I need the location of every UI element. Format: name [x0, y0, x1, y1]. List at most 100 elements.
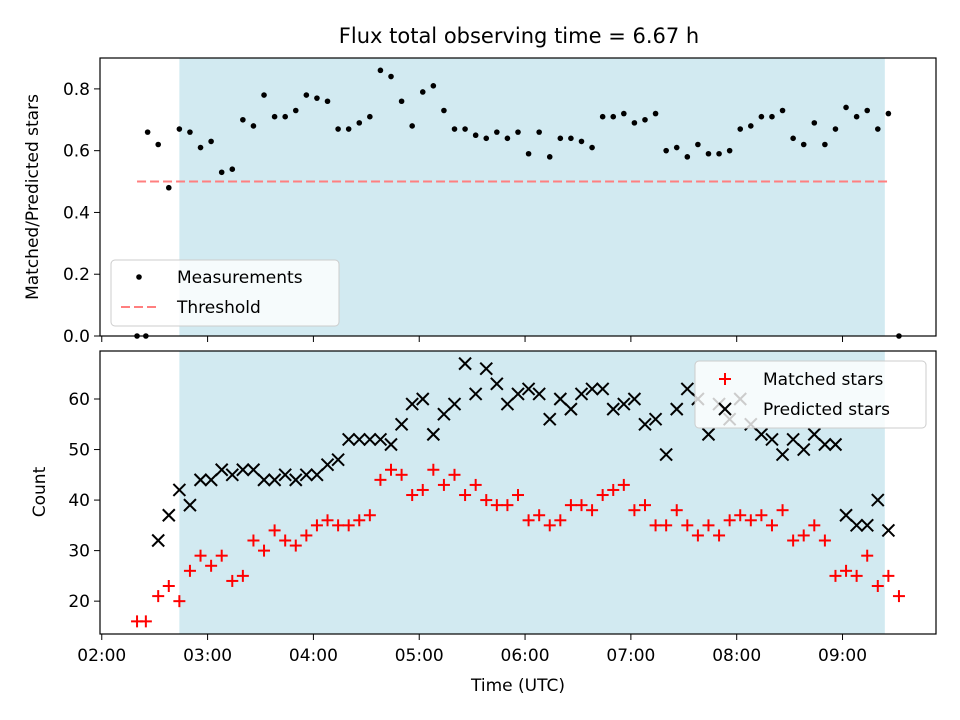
- chart-title: Flux total observing time = 6.67 h: [339, 24, 699, 48]
- matched-star-point: [861, 549, 874, 562]
- matched-star-point: [385, 463, 398, 476]
- predicted-star-point: [204, 473, 218, 487]
- matched-star-point: [840, 564, 853, 577]
- measurement-point: [874, 126, 881, 132]
- predicted-star-point: [257, 473, 271, 487]
- matched-star-point: [649, 519, 662, 532]
- measurement-point: [261, 92, 267, 98]
- measurement-point: [758, 113, 765, 120]
- matched-star-point: [787, 534, 800, 547]
- measurement-point: [430, 83, 437, 89]
- matched-star-point: [533, 509, 546, 522]
- predicted-star-point: [532, 387, 546, 401]
- predicted-star-point: [881, 523, 896, 538]
- matched-star-point: [194, 549, 207, 562]
- matched-star-point: [670, 504, 683, 517]
- predicted-star-point: [670, 402, 684, 416]
- bottom-y-axis-label: Count: [30, 466, 50, 517]
- matched-star-point: [522, 514, 535, 527]
- measurement-point: [218, 169, 225, 176]
- matched-star-point: [258, 544, 271, 557]
- legend-label-threshold: Threshold: [176, 298, 261, 318]
- matched-star-point: [681, 519, 694, 532]
- bottom-axes-frame: [99, 350, 937, 635]
- legend-marker-measurements: [136, 274, 142, 280]
- matched-star-point: [543, 519, 556, 532]
- bottom-y-tick-label: 30: [68, 542, 90, 562]
- predicted-star-point: [659, 447, 673, 462]
- matched-star-point: [215, 549, 228, 562]
- x-tick-label: 08:00: [712, 646, 761, 666]
- matched-star-point: [850, 569, 863, 582]
- matched-star-point: [332, 519, 345, 532]
- x-tick-label: 02:00: [77, 646, 126, 666]
- matched-star-point: [818, 534, 831, 547]
- predicted-star-point: [352, 432, 366, 447]
- measurement-point: [356, 120, 363, 126]
- matched-star-point: [236, 569, 249, 582]
- measurement-point: [250, 123, 257, 129]
- matched-star-point: [702, 519, 715, 532]
- predicted-star-point: [627, 392, 642, 406]
- matched-star-point: [139, 615, 152, 628]
- matched-star-point: [289, 539, 302, 552]
- measurement-point: [441, 107, 447, 114]
- measurement-point: [663, 147, 669, 154]
- measurement-point: [599, 113, 606, 120]
- measurement-point: [546, 154, 553, 160]
- matched-star-point: [755, 509, 768, 522]
- matched-star-point: [586, 504, 599, 517]
- matched-star-point: [490, 499, 503, 512]
- measurement-point: [229, 166, 236, 172]
- bottom-panel: 20 30 40 50 60 02:00 03:00 04:00 05:00 06:00 07:0…: [30, 350, 937, 696]
- predicted-star-point: [860, 518, 874, 533]
- predicted-star-point: [701, 427, 716, 442]
- matched-star-point: [638, 499, 651, 512]
- predicted-star-point: [458, 356, 472, 371]
- predicted-star-point: [278, 468, 292, 482]
- top-y-tick-label: 0.2: [63, 265, 90, 285]
- predicted-star-point: [638, 417, 652, 431]
- measurement-point: [726, 147, 733, 154]
- matched-star-point: [501, 499, 514, 512]
- predicted-star-point: [426, 427, 441, 442]
- predicted-star-point: [310, 468, 324, 482]
- measurement-point: [853, 113, 860, 120]
- measurement-point: [525, 150, 532, 157]
- matched-star-point: [512, 489, 524, 502]
- predicted-star-point: [447, 397, 462, 411]
- predicted-star-point: [839, 508, 853, 522]
- measurement-point: [483, 135, 490, 142]
- predicted-star-point: [236, 463, 250, 477]
- x-tick-label: 05:00: [395, 646, 444, 666]
- predicted-star-point: [585, 382, 599, 396]
- matched-star-point: [353, 514, 366, 527]
- matched-star-point: [416, 483, 429, 496]
- measurement-point: [165, 184, 172, 191]
- matched-star-point: [342, 519, 355, 532]
- matched-star-point: [469, 478, 482, 491]
- bottom-y-tick-label: 50: [68, 441, 90, 461]
- matched-star-point: [691, 529, 704, 542]
- matched-star-point: [247, 534, 260, 547]
- measurement-point: [494, 129, 500, 135]
- predicted-star-point: [267, 473, 282, 487]
- predicted-star-point: [320, 457, 335, 472]
- predicted-star-point: [479, 361, 493, 376]
- measurement-point: [885, 110, 892, 117]
- predicted-star-point: [363, 432, 377, 447]
- matched-star-point: [268, 524, 281, 537]
- measurement-point: [155, 141, 162, 148]
- matched-star-point: [797, 529, 810, 542]
- measurement-point: [769, 113, 775, 120]
- measurement-point: [832, 126, 839, 132]
- measurement-point: [409, 123, 415, 129]
- measurement-point: [631, 120, 638, 126]
- predicted-star-point: [162, 508, 176, 522]
- legend-marker-matched-stars: [719, 373, 731, 385]
- matched-star-point: [310, 519, 323, 532]
- x-tick-label: 04:00: [289, 646, 338, 666]
- matched-star-point: [882, 569, 895, 582]
- measurement-point: [536, 129, 542, 135]
